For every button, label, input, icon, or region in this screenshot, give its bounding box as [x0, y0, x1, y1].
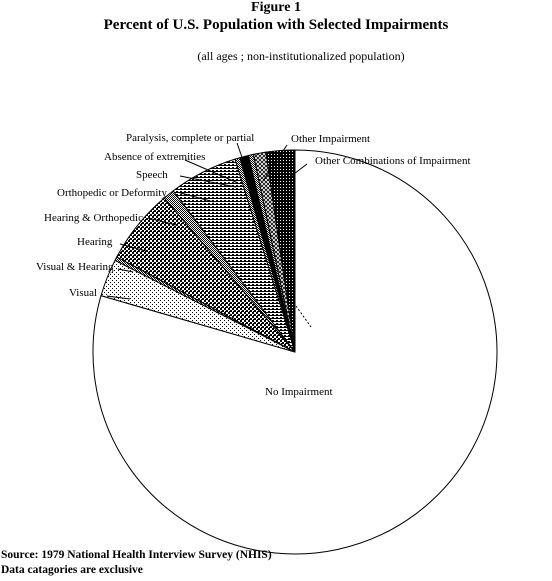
leader-line-other-impairment — [262, 144, 288, 182]
slice-label-visual-hearing: Visual & Hearing — [36, 261, 114, 273]
slice-label-other-combinations-of-impairment: Other Combinations of Impairment — [315, 155, 471, 167]
slice-label-visual: Visual — [69, 287, 97, 299]
chart-title: Percent of U.S. Population with Selected… — [103, 17, 449, 33]
chart-subtitle: (all ages ; non-institutionalized popula… — [197, 49, 405, 63]
slice-label-absence-of-extremities: Absence of extremities — [104, 151, 205, 163]
leader-line-absence-of-extremities — [184, 159, 239, 184]
slice-label-hearing-orthopedic: Hearing & Orthopedic — [44, 212, 143, 224]
leader-line-visual — [106, 295, 131, 300]
data-note-line: Data catagories are exclusive — [1, 564, 143, 576]
leader-line-orthopedic-or-deformity — [176, 191, 215, 203]
center-dash-mark — [295, 305, 312, 328]
slice-label-other-impairment: Other Impairment — [291, 133, 370, 145]
slice-label-orthopedic-or-deformity: Orthopedic or Deformity — [57, 187, 167, 199]
source-note: Source: 1979 National Health Interview S… — [1, 548, 272, 578]
figure-label: Figure 1 — [251, 0, 301, 15]
source-line: Source: 1979 National Health Interview S… — [1, 549, 272, 561]
leader-line-hearing-orthopedic — [147, 217, 177, 226]
slice-label-speech: Speech — [136, 169, 168, 181]
slice-label-hearing: Hearing — [77, 236, 113, 248]
pie-slice-other-combinations-of-impairment — [265, 149, 296, 353]
slice-label-no-impairment: No Impairment — [265, 386, 333, 398]
leader-line-speech — [179, 175, 237, 188]
slice-label-paralysis-complete-or-partial: Paralysis, complete or partial — [126, 132, 254, 144]
leader-line-visual-hearing — [117, 268, 134, 273]
leader-line-other-combinations-of-impairment — [285, 163, 308, 181]
leader-line-paralysis-complete-or-partial — [236, 142, 252, 184]
leader-line-hearing — [119, 243, 147, 252]
